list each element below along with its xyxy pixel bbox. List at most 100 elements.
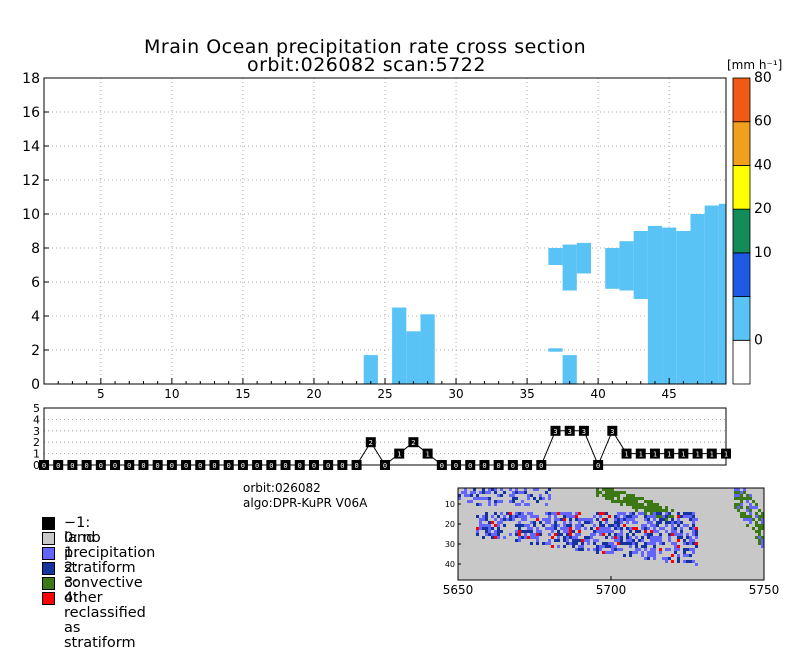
- rain-type-point-label: 0: [184, 462, 188, 470]
- rain-type-point: [621, 448, 632, 459]
- rain-type-point-label: 0: [539, 462, 543, 470]
- colorbar-label: 0: [754, 332, 763, 348]
- rain-type-point-label: 0: [170, 462, 174, 470]
- y-tick-label: 5: [33, 402, 40, 415]
- rain-type-point: [181, 460, 192, 470]
- precip-cell: [576, 242, 592, 274]
- colorbar-segment: [732, 121, 751, 166]
- rain-type-point: [365, 437, 376, 448]
- precip-cell: [562, 244, 577, 291]
- colorbar-label: 40: [754, 157, 772, 173]
- rain-type-point: [635, 448, 646, 459]
- precip-cell: [633, 231, 648, 299]
- precip-cell: [605, 248, 620, 289]
- rain-type-point-label: 1: [667, 451, 671, 459]
- precip-cell: [562, 355, 577, 384]
- rain-type-point: [593, 460, 604, 470]
- colorbar-unit-label: [mm h⁻¹]: [727, 58, 783, 72]
- rain-type-point: [124, 460, 135, 470]
- algo-label: algo:DPR-KuPR V06A: [243, 496, 368, 510]
- rain-type-point-label: 0: [212, 462, 216, 470]
- rain-type-point-label: 1: [639, 451, 643, 459]
- chart-title: Mrain Ocean precipitation rate cross sec…: [144, 36, 587, 58]
- rain-type-point-label: 0: [99, 462, 103, 470]
- x-tick-label: 30: [448, 387, 463, 401]
- legend-swatch: [42, 562, 55, 575]
- rain-type-point-label: 3: [582, 428, 586, 436]
- rain-type-point-label: 0: [525, 462, 529, 470]
- precip-cell: [662, 227, 677, 384]
- y-tick-label: 14: [22, 139, 40, 155]
- orbit-label: orbit:026082: [243, 481, 321, 495]
- rain-type-point: [678, 448, 689, 459]
- colorbar-segment: [732, 339, 751, 385]
- rain-type-point: [649, 448, 660, 459]
- rain-type-point-label: 0: [354, 462, 358, 470]
- rain-type-point: [479, 460, 490, 470]
- rain-type-point-label: 0: [227, 462, 231, 470]
- rain-type-point-label: 0: [497, 462, 501, 470]
- rain-type-point: [252, 460, 263, 470]
- rain-type-point-label: 1: [724, 451, 728, 459]
- legend-swatch: [42, 577, 55, 590]
- rain-type-point-label: 0: [454, 462, 458, 470]
- precip-cell: [704, 205, 719, 384]
- precip-cell: [718, 203, 726, 384]
- colorbar-segment: [732, 296, 751, 341]
- legend-swatch: [42, 592, 55, 605]
- chart-subtitle: orbit:026082 scan:5722: [247, 54, 486, 76]
- rain-type-point-label: 1: [624, 451, 628, 459]
- x-tick-label: 10: [164, 387, 179, 401]
- rain-type-point: [280, 460, 291, 470]
- colorbar-label: 80: [754, 70, 772, 86]
- colorbar-segment: [732, 77, 751, 123]
- rain-type-point-label: 1: [653, 451, 657, 459]
- rain-type-point-label: 0: [141, 462, 145, 470]
- rain-type-point-label: 1: [681, 451, 685, 459]
- legend-swatch: [42, 547, 55, 560]
- rain-type-point: [351, 460, 362, 470]
- x-tick-label: 45: [662, 387, 677, 401]
- legend-label: 0: no precipitation: [64, 530, 156, 561]
- rain-type-point: [166, 460, 177, 470]
- rain-type-point-label: 0: [255, 462, 259, 470]
- y-tick-label: 1: [33, 448, 40, 461]
- x-tick-label: 20: [306, 387, 321, 401]
- rain-type-line: [44, 429, 726, 467]
- rain-type-point: [706, 448, 717, 459]
- legend-label: 3: other: [64, 575, 103, 606]
- rain-type-point: [53, 460, 64, 470]
- y-tick-label: 2: [33, 436, 40, 449]
- rain-type-point-label: 0: [56, 462, 60, 470]
- precip-cell: [676, 231, 691, 384]
- rain-type-point-label: 0: [468, 462, 472, 470]
- legend-label: 1: stratiform: [64, 545, 136, 576]
- legend-swatch: [42, 532, 55, 545]
- rain-type-point: [67, 460, 78, 470]
- rain-type-point-label: 1: [710, 451, 714, 459]
- rain-type-point: [294, 460, 305, 470]
- y-tick-label: 3: [33, 425, 40, 438]
- rain-type-point-label: 1: [426, 451, 430, 459]
- x-tick-label: 35: [519, 387, 534, 401]
- rain-type-point: [436, 460, 447, 470]
- y-tick-label: 12: [22, 173, 40, 189]
- rain-type-point: [223, 460, 234, 470]
- precip-cell: [690, 214, 705, 384]
- precip-cell: [363, 355, 378, 384]
- rain-type-point: [39, 460, 49, 470]
- rain-type-point-label: 0: [312, 462, 316, 470]
- y-tick-label: 0: [31, 377, 40, 393]
- rain-type-point: [550, 425, 561, 436]
- rain-type-point-label: 0: [241, 462, 245, 470]
- rain-type-point: [209, 460, 220, 470]
- rain-type-point: [607, 425, 618, 436]
- rain-type-point-label: 0: [511, 462, 515, 470]
- rain-type-point-label: 0: [283, 462, 287, 470]
- rain-type-point-label: 0: [340, 462, 344, 470]
- rain-type-point: [664, 448, 675, 459]
- precip-cell: [406, 331, 421, 384]
- rain-type-point: [110, 460, 121, 470]
- rain-type-point: [266, 460, 277, 470]
- x-tick-label: 15: [235, 387, 250, 401]
